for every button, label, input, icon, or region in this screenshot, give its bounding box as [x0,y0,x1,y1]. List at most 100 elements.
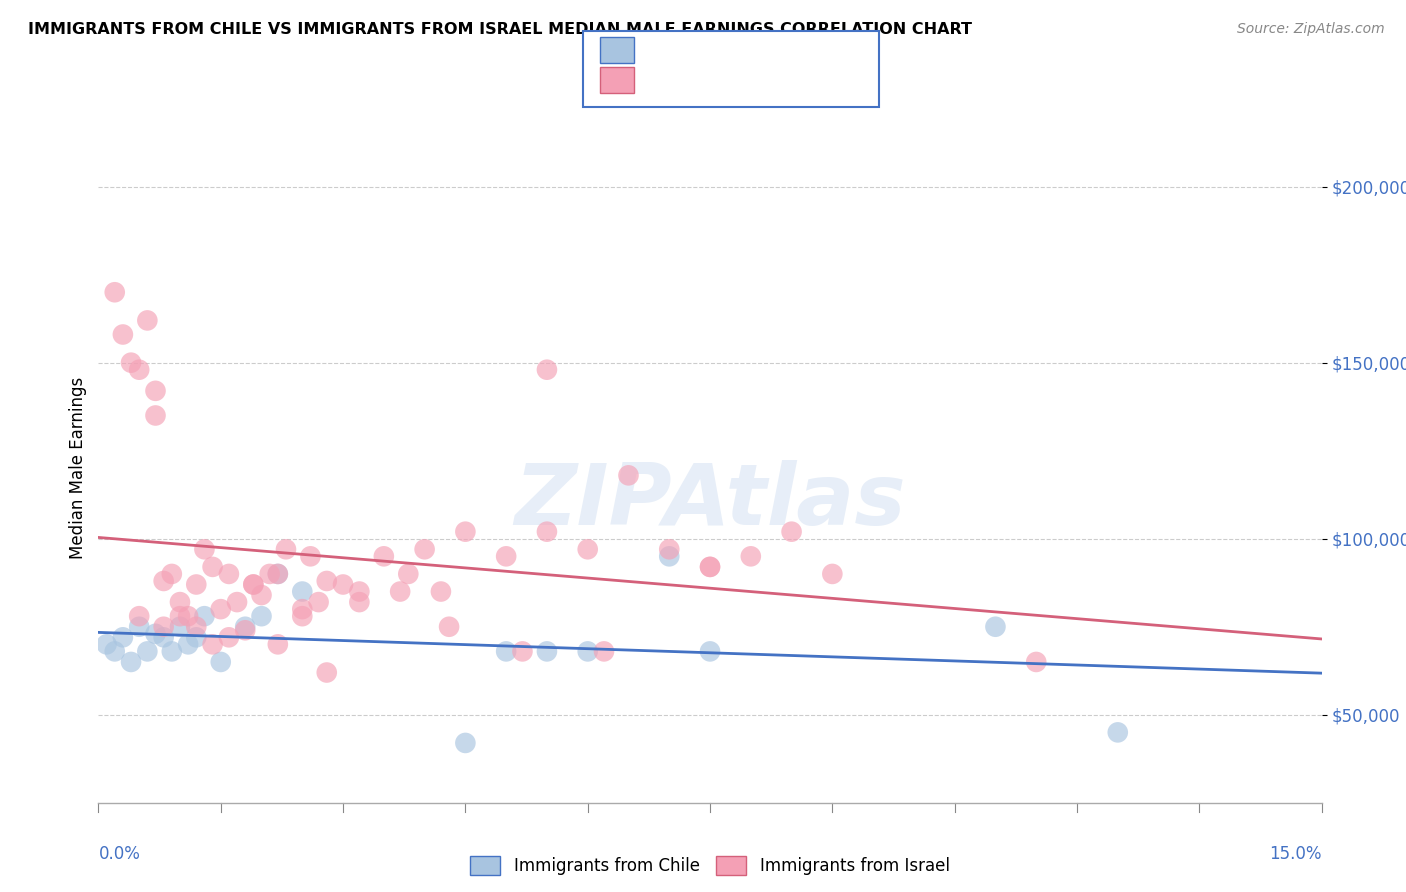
Point [96,637,118,651]
Point [495,549,517,564]
Point [209,602,232,616]
Point [128,609,150,624]
Point [128,620,150,634]
Legend: Immigrants from Chile, Immigrants from Israel: Immigrants from Chile, Immigrants from I… [464,849,956,881]
Point [658,549,681,564]
Point [699,560,721,574]
Point [120,655,142,669]
Point [186,630,208,644]
Point [250,609,273,624]
Point [160,566,183,581]
Point [152,574,174,588]
Point [315,574,337,588]
Point [780,524,803,539]
Point [169,595,191,609]
Point [454,524,477,539]
Text: R =: R = [644,71,681,89]
Point [136,313,159,327]
Text: R =: R = [644,41,681,59]
Text: 0.0%: 0.0% [98,845,141,863]
Point [218,566,240,581]
Point [699,644,721,658]
Point [658,542,681,557]
Point [299,549,322,564]
Point [984,620,1007,634]
Point [454,736,477,750]
Point [201,560,224,574]
Point [259,566,281,581]
Text: N =: N = [740,71,787,89]
Point [177,637,200,651]
Point [169,609,191,624]
Point [152,620,174,634]
Point [267,637,290,651]
Point [617,468,640,483]
Point [1107,725,1129,739]
Point [209,655,232,669]
Point [242,577,264,591]
Point [1025,655,1047,669]
Point [177,609,200,624]
Point [111,327,134,342]
Point [169,620,191,634]
Point [120,356,142,370]
Text: 26: 26 [776,41,799,59]
Point [218,630,240,644]
Y-axis label: Median Male Earnings: Median Male Earnings [69,377,87,559]
Point [233,620,256,634]
Point [145,627,167,641]
Text: IMMIGRANTS FROM CHILE VS IMMIGRANTS FROM ISRAEL MEDIAN MALE EARNINGS CORRELATION: IMMIGRANTS FROM CHILE VS IMMIGRANTS FROM… [28,22,972,37]
Point [740,549,762,564]
Point [593,644,616,658]
Point [536,362,558,376]
Point [111,630,134,644]
Point [512,644,534,658]
Point [267,566,290,581]
Point [242,577,264,591]
Point [699,560,721,574]
Point [821,566,844,581]
Point [291,584,314,599]
Text: N =: N = [740,41,787,59]
Point [186,620,208,634]
Point [315,665,337,680]
Point [291,609,314,624]
Point [186,577,208,591]
Point [160,644,183,658]
Point [536,644,558,658]
Point [576,644,599,658]
Point [152,630,174,644]
Point [104,285,127,300]
Point [373,549,395,564]
Point [389,584,412,599]
Point [145,409,167,423]
Point [495,644,517,658]
Point [226,595,249,609]
Point [332,577,354,591]
Point [396,566,419,581]
Point [104,644,127,658]
Point [349,584,371,599]
Point [536,524,558,539]
Text: ZIPAtlas: ZIPAtlas [515,460,905,543]
Point [430,584,453,599]
Point [413,542,436,557]
Point [233,624,256,638]
Point [291,602,314,616]
Text: Source: ZipAtlas.com: Source: ZipAtlas.com [1237,22,1385,37]
Point [308,595,330,609]
Point [349,595,371,609]
Point [201,637,224,651]
Point [128,362,150,376]
Point [136,644,159,658]
Text: 0.146: 0.146 [675,71,733,89]
Point [250,588,273,602]
Text: -0.141: -0.141 [675,41,734,59]
Text: 15.0%: 15.0% [1270,845,1322,863]
Text: 61: 61 [776,71,799,89]
Point [193,609,215,624]
Point [145,384,167,398]
Point [437,620,460,634]
Point [274,542,297,557]
Point [267,566,290,581]
